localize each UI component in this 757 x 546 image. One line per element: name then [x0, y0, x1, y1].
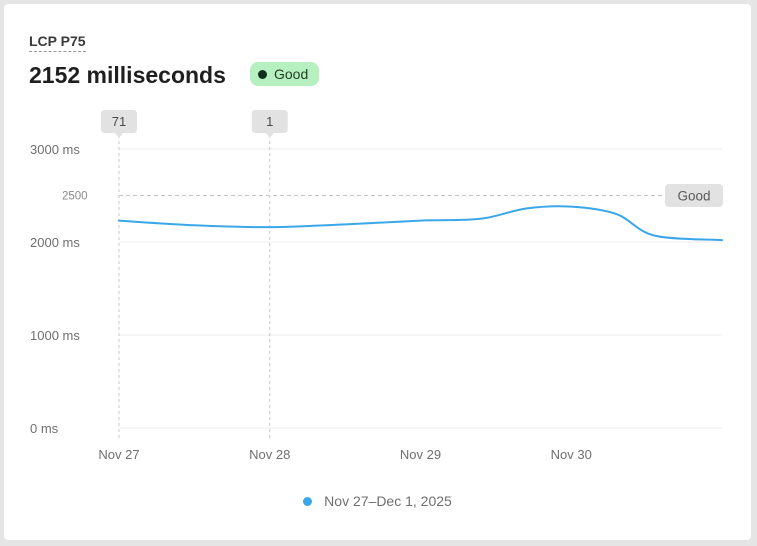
status-badge: Good — [250, 62, 320, 86]
annotation-marker-label: 71 — [112, 114, 126, 129]
x-tick-label: Nov 30 — [551, 447, 592, 462]
x-tick-label: Nov 29 — [400, 447, 441, 462]
lcp-line-chart: Good 71 1 0 ms 1000 ms 2000 ms 3000 ms Nov 27… — [30, 110, 723, 462]
annotation-marker — [101, 110, 137, 138]
threshold-value-label: 2500 — [62, 191, 88, 203]
chart-card: LCP P75 2152 milliseconds Good Good 71 1 … — [4, 4, 751, 540]
metric-value: 2152 milliseconds — [29, 62, 226, 88]
legend-series-dot-icon — [303, 496, 313, 506]
series-line — [118, 205, 723, 242]
x-tick-label: Nov 27 — [98, 447, 139, 462]
chart-legend: Nov 27–Dec 1, 2025 — [4, 493, 751, 509]
label-layer: 0 ms 1000 ms 2000 ms 3000 ms Nov 27 Nov 28 Nov… — [30, 142, 592, 462]
x-tick-label: Nov 28 — [249, 447, 290, 462]
annotation-marker-label: 1 — [266, 114, 273, 129]
y-tick-label: 1000 ms — [30, 328, 80, 343]
status-dot-icon — [258, 69, 267, 79]
annotation-marker — [251, 110, 288, 138]
y-tick-label: 2000 ms — [30, 235, 80, 250]
y-tick-label: 0 ms — [30, 421, 59, 436]
grid-layer — [119, 148, 722, 429]
threshold-badge — [665, 184, 723, 207]
series-layer — [118, 205, 723, 242]
legend-series-label[interactable]: Nov 27–Dec 1, 2025 — [324, 493, 452, 509]
annotation-layer: 71 1 — [101, 110, 288, 440]
y-tick-label: 3000 ms — [30, 142, 80, 157]
threshold-layer: Good — [119, 184, 723, 207]
threshold-badge-label: Good — [677, 189, 710, 204]
status-badge-label: Good — [274, 66, 309, 82]
metric-label[interactable]: LCP P75 — [29, 33, 86, 52]
